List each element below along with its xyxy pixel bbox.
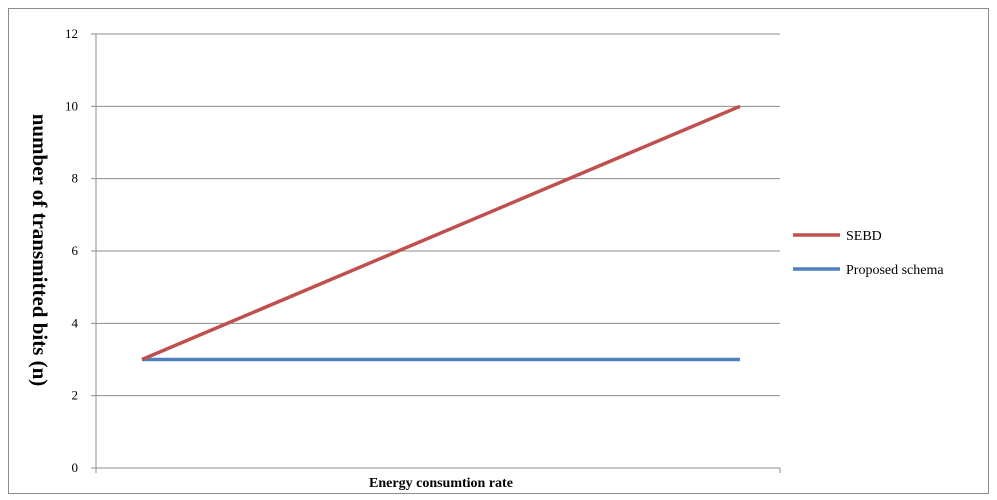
y-tick-label: 10 [65, 98, 78, 113]
legend: SEBD Proposed schema [793, 229, 944, 278]
y-tick-label: 12 [65, 26, 78, 41]
series-line-sebd [141, 104, 741, 362]
y-tick-label: 2 [72, 388, 79, 403]
y-axis-title: number of transmitted bits (n) [28, 114, 52, 387]
series-lines [141, 104, 741, 362]
y-tick-label: 4 [72, 315, 79, 330]
y-tick-labels: 0 2 4 6 8 10 12 [65, 26, 79, 475]
y-tick-label: 8 [72, 171, 79, 186]
y-tick-label: 0 [72, 460, 79, 475]
x-axis-title: Energy consumtion rate [369, 476, 513, 491]
legend-label-proposed-schema: Proposed schema [846, 263, 944, 278]
axes [91, 33, 781, 473]
gridlines [96, 33, 780, 397]
y-tick-label: 6 [72, 243, 79, 258]
legend-label-sebd: SEBD [846, 229, 882, 244]
